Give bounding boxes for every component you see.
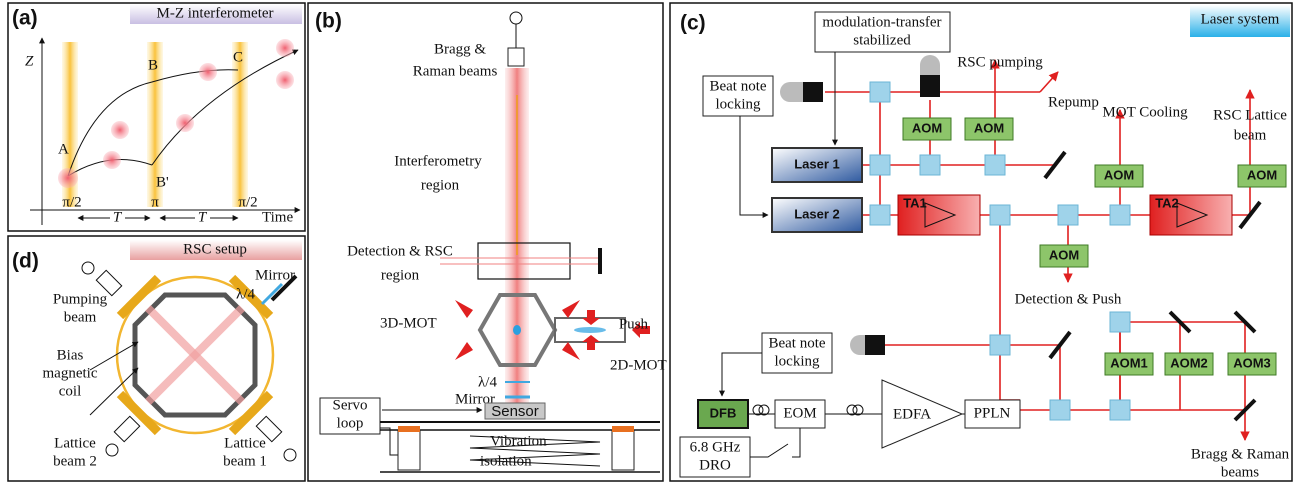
output-label: beams (1221, 464, 1259, 480)
component-label: Push (619, 316, 649, 332)
region-label: region (381, 267, 420, 283)
component-label: Beat note (768, 335, 825, 351)
component-label: λ/4 (478, 374, 497, 390)
interval-label: T (198, 209, 208, 225)
panel-c: (c) Laser system modulation-transfer sta… (670, 3, 1292, 481)
output-label: RSC pumping (957, 54, 1043, 70)
component-label: beam (64, 309, 97, 325)
panel-title: RSC setup (183, 241, 247, 257)
axis-label: Z (25, 53, 34, 69)
component-label: stabilized (853, 32, 911, 48)
pulse-label: π/2 (62, 194, 81, 210)
component-label: 6.8 GHz (690, 439, 741, 455)
panel-a: M-Z interferometer (a) Z Time A B C B' π… (8, 3, 305, 231)
component-label: locking (716, 96, 761, 112)
output-label: beam (1234, 127, 1267, 143)
output-label: MOT Cooling (1102, 104, 1188, 120)
component-label: Laser 1 (794, 156, 840, 171)
component-label: Bragg & (434, 41, 486, 57)
component-label: AOM (1104, 167, 1134, 182)
output-label: Bragg & Raman (1191, 446, 1290, 462)
component-label: Sensor (491, 403, 539, 420)
component-label: Raman beams (413, 63, 498, 79)
component-label: Bias (57, 347, 84, 363)
component-label: DFB (710, 405, 737, 420)
component-label: PPLN (974, 405, 1011, 421)
output-label: Repump (1048, 94, 1099, 110)
axis-label: Time (262, 209, 293, 225)
component-label: coil (59, 383, 82, 399)
figure: M-Z interferometer (a) Z Time A B C B' π… (0, 0, 1296, 483)
interval-label: T (113, 209, 123, 225)
component-label: Pumping (53, 291, 108, 307)
panel-label: (a) (12, 7, 38, 30)
output-label: Detection & Push (1015, 291, 1122, 307)
component-label: isolation (480, 453, 532, 469)
component-label: EOM (783, 405, 816, 421)
component-label: AOM3 (1233, 355, 1271, 370)
component-label: λ/4 (236, 286, 255, 302)
panel-label: (b) (315, 10, 342, 33)
panel-label: (c) (680, 12, 706, 35)
region-label: Detection & RSC (347, 243, 453, 259)
panel-d: RSC setup (d) Mirror λ/4 Pumping beam Bi… (8, 236, 305, 481)
pulse-label: π/2 (238, 194, 257, 210)
component-label: locking (775, 353, 820, 369)
component-label: loop (337, 415, 364, 431)
component-label: beam 1 (223, 453, 267, 469)
output-label: RSC Lattice (1213, 107, 1287, 123)
component-label: AOM (1049, 247, 1079, 262)
component-label: AOM2 (1170, 355, 1208, 370)
point-label: A (58, 141, 69, 157)
component-label: AOM (974, 120, 1004, 135)
panel-title: Laser system (1201, 11, 1280, 27)
component-label: Mirror (255, 267, 295, 283)
pulse-label: π (151, 194, 159, 210)
component-label: 3D-MOT (380, 315, 437, 331)
component-label: 2D-MOT (610, 357, 667, 373)
point-label: B (148, 57, 158, 73)
component-label: AOM1 (1110, 355, 1148, 370)
point-label: C (233, 49, 243, 65)
point-label: B' (156, 174, 169, 190)
component-label: AOM (1247, 167, 1277, 182)
panel-b: (b) Bragg & Raman beams Interferometry r… (308, 3, 667, 481)
component-label: EDFA (893, 406, 931, 422)
component-label: Lattice (224, 435, 266, 451)
panel-title: M-Z interferometer (156, 5, 273, 21)
component-label: AOM (912, 120, 942, 135)
panel-label: (d) (12, 250, 39, 273)
component-label: Laser 2 (794, 206, 840, 221)
region-label: region (421, 177, 460, 193)
component-label: DRO (699, 457, 731, 473)
component-label: TA1 (903, 195, 927, 210)
component-label: Servo (333, 397, 368, 413)
component-label: Beat note (709, 78, 766, 94)
component-label: beam 2 (53, 453, 97, 469)
component-label: Lattice (54, 435, 96, 451)
component-label: Vibration (490, 433, 547, 449)
region-label: Interferometry (394, 153, 482, 169)
component-label: TA2 (1155, 195, 1179, 210)
component-label: modulation-transfer (822, 14, 941, 30)
component-label: magnetic (43, 365, 98, 381)
